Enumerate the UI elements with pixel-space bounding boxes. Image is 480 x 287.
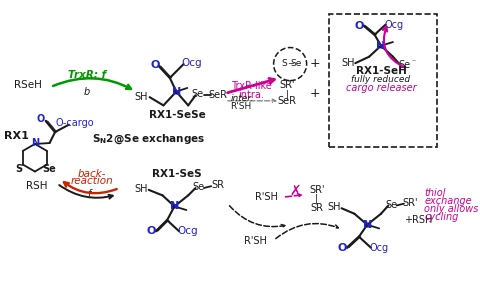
Text: O: O [338,243,347,253]
Text: +: + [310,87,320,100]
Text: TrxR-like: TrxR-like [231,81,272,91]
Text: SeR: SeR [278,96,297,106]
Text: b: b [84,87,90,97]
Text: S: S [16,164,23,174]
Text: SH: SH [134,92,148,102]
Text: +RSH: +RSH [404,215,432,225]
Text: N: N [31,138,39,148]
FancyBboxPatch shape [329,13,437,147]
Text: SR: SR [310,203,323,213]
Text: Se: Se [398,60,410,70]
Text: O: O [150,60,160,70]
Text: RX1-SeSe: RX1-SeSe [149,110,205,120]
Text: N: N [362,220,372,230]
Text: SR': SR' [280,80,295,90]
Text: SR: SR [211,180,224,190]
Text: N: N [172,87,181,97]
Text: ✗: ✗ [290,184,301,198]
Text: Se: Se [385,199,397,210]
Text: RX1: RX1 [4,131,29,141]
Text: cycling: cycling [424,212,458,222]
Text: Ocg: Ocg [370,243,389,253]
Text: f: f [87,189,91,199]
Text: O: O [354,21,364,30]
Text: inter.: inter. [231,94,254,104]
Text: Ocg: Ocg [384,20,403,30]
Text: O: O [147,226,156,236]
Text: exchange: exchange [424,196,472,206]
Text: SR': SR' [403,198,418,208]
Text: S: S [282,59,288,68]
Text: Se: Se [42,164,56,174]
Text: N: N [170,201,179,212]
Text: RX1-SeS: RX1-SeS [152,169,202,179]
Text: SH: SH [134,184,148,194]
Text: RX1-SeH: RX1-SeH [356,66,407,76]
Text: thiol: thiol [424,188,445,198]
Text: −: − [288,59,295,68]
Text: only allows: only allows [424,204,479,214]
Text: RSH: RSH [26,181,48,191]
Text: fully reduced: fully reduced [351,75,410,84]
Text: +: + [310,57,320,70]
Text: |: | [286,89,289,100]
Text: R'SH: R'SH [230,102,251,111]
Text: N: N [376,41,385,51]
Text: cargo releaser: cargo releaser [346,83,416,93]
Text: R'SH: R'SH [255,192,278,202]
Text: intra.: intra. [239,90,264,100]
Text: SeR: SeR [208,90,227,100]
Text: Se: Se [192,182,204,192]
Text: reaction: reaction [71,176,113,186]
Text: |: | [315,194,318,204]
Text: O-cargo: O-cargo [56,118,95,128]
Text: Se: Se [192,89,204,99]
Text: SH: SH [327,202,341,212]
Text: $\mathbf{S_N2@Se}$ exchanges: $\mathbf{S_N2@Se}$ exchanges [92,133,205,146]
Text: back-: back- [78,169,106,179]
Text: TrxR: f: TrxR: f [68,70,106,80]
Text: Ocg: Ocg [177,226,198,236]
Text: RSeH: RSeH [13,80,41,90]
Text: ⁻: ⁻ [411,57,415,66]
Text: O: O [36,114,45,124]
Text: R'SH: R'SH [244,236,267,246]
Text: Se: Se [290,59,301,68]
Text: SR': SR' [309,185,324,195]
Text: Ocg: Ocg [181,58,202,68]
Text: SH: SH [341,58,355,68]
